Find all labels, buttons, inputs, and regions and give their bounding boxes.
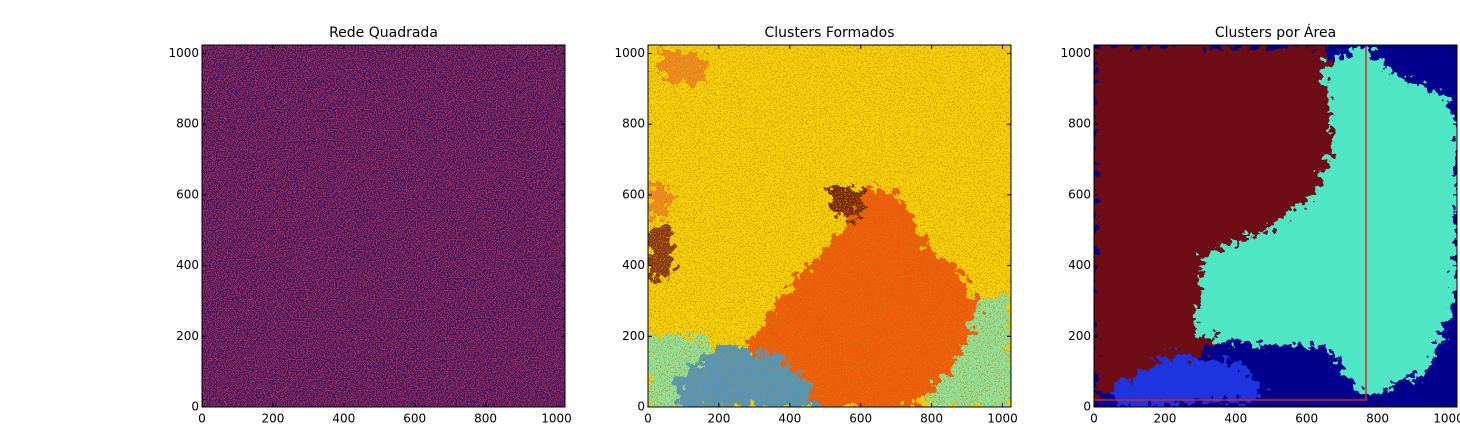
y-tick-label: 800 <box>1068 117 1091 131</box>
x-tick-label: 0 <box>198 412 206 426</box>
y-tick-label: 0 <box>1083 400 1091 414</box>
x-tick-label: 1000 <box>541 412 572 426</box>
x-tick-label: 800 <box>920 412 943 426</box>
y-tick-label: 400 <box>1068 258 1091 272</box>
y-tick-label: 200 <box>1068 329 1091 343</box>
chart-title: Rede Quadrada <box>329 25 438 41</box>
x-tick-label: 200 <box>261 412 284 426</box>
y-tick-label: 600 <box>622 187 645 201</box>
y-tick-label: 200 <box>622 329 645 343</box>
x-tick-label: 200 <box>1153 412 1176 426</box>
x-tick-label: 1000 <box>1433 412 1460 426</box>
y-tick-label: 1000 <box>1060 46 1091 60</box>
y-tick-label: 400 <box>622 258 645 272</box>
axes-frame <box>1093 44 1458 408</box>
x-tick-label: 800 <box>1366 412 1389 426</box>
y-tick-label: 200 <box>176 329 199 343</box>
x-tick-label: 0 <box>644 412 652 426</box>
y-tick-label: 0 <box>637 400 645 414</box>
area-clusters-image <box>1094 45 1457 407</box>
x-tick-label: 600 <box>403 412 426 426</box>
y-tick-label: 400 <box>176 258 199 272</box>
bounding-box <box>1094 45 1367 401</box>
x-tick-label: 1000 <box>987 412 1018 426</box>
axes-frame <box>201 44 566 408</box>
lattice-image <box>202 45 565 407</box>
axes-frame <box>647 44 1012 408</box>
chart-title: Clusters por Área <box>1215 24 1336 41</box>
y-tick-label: 0 <box>191 400 199 414</box>
y-tick-label: 1000 <box>614 46 645 60</box>
clusters-image <box>648 45 1011 407</box>
y-tick-label: 800 <box>622 117 645 131</box>
y-tick-label: 600 <box>1068 187 1091 201</box>
y-tick-label: 800 <box>176 117 199 131</box>
x-tick-label: 600 <box>1295 412 1318 426</box>
x-tick-label: 800 <box>474 412 497 426</box>
x-tick-label: 400 <box>332 412 355 426</box>
x-tick-label: 0 <box>1090 412 1098 426</box>
x-tick-label: 400 <box>1224 412 1247 426</box>
x-tick-label: 600 <box>849 412 872 426</box>
y-tick-label: 600 <box>176 187 199 201</box>
chart-title: Clusters Formados <box>764 25 894 41</box>
x-tick-label: 200 <box>707 412 730 426</box>
x-tick-label: 400 <box>778 412 801 426</box>
y-tick-label: 1000 <box>168 46 199 60</box>
